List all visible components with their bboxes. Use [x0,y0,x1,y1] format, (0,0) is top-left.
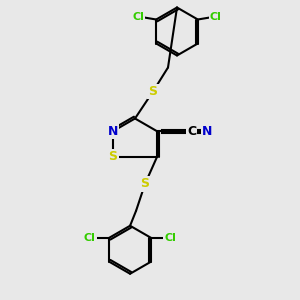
Text: S: S [141,177,150,190]
Text: Cl: Cl [132,11,144,22]
Text: N: N [201,125,212,138]
Text: Cl: Cl [210,11,222,22]
Text: Cl: Cl [164,233,176,243]
Text: S: S [148,85,158,98]
Text: N: N [108,125,118,138]
Text: Cl: Cl [84,233,96,243]
Text: S: S [108,150,117,163]
Text: C: C [187,125,196,138]
